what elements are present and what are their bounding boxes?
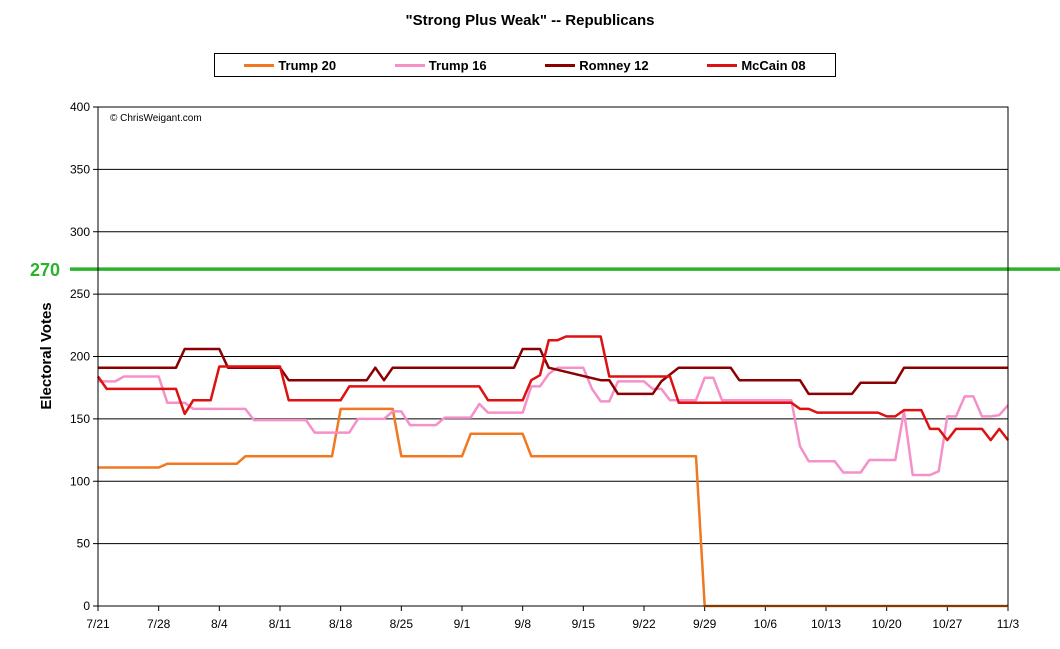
- x-tick-label: 10/13: [811, 617, 841, 631]
- series-lines: [96, 335, 1009, 608]
- legend-label: Trump 16: [428, 57, 487, 73]
- series-line-trump-16: [98, 366, 1009, 477]
- chart-title: "Strong Plus Weak" -- Republicans: [405, 12, 655, 29]
- legend-item-mccain-08: McCain 08: [707, 57, 806, 73]
- legend-label: Trump 20: [278, 57, 337, 73]
- y-tick-label: 50: [77, 537, 91, 551]
- y-tick-label: 350: [70, 162, 90, 176]
- y-tick-label: 0: [83, 599, 90, 613]
- x-tick-label: 9/1: [454, 617, 471, 631]
- legend: Trump 20 Trump 16 Romney 12 McCain 08: [214, 53, 836, 77]
- x-tick-label: 10/20: [872, 617, 902, 631]
- plot-border: [97, 106, 1009, 607]
- x-tick-label: 9/8: [514, 617, 531, 631]
- y-tick-label: 400: [70, 100, 90, 114]
- legend-label: McCain 08: [741, 57, 806, 73]
- watermark: © ChrisWeigant.com: [110, 113, 202, 124]
- legend-swatch: [545, 63, 576, 67]
- x-tick-label: 9/29: [693, 617, 717, 631]
- y-tick-label: 100: [70, 474, 90, 488]
- x-tick-label: 7/21: [86, 617, 110, 631]
- legend-item-trump-16: Trump 16: [394, 57, 487, 73]
- y-tick-label: 150: [70, 412, 90, 426]
- series-line-mccain-08: [96, 335, 1009, 442]
- legend-swatch: [244, 63, 275, 67]
- x-tick-label: 7/28: [147, 617, 171, 631]
- x-tick-label: 10/6: [754, 617, 778, 631]
- x-tick-label: 8/11: [269, 617, 292, 631]
- y-tick-labels: 0 50 100 150 200 250 300 350 400: [70, 100, 90, 613]
- x-tick-label: 8/18: [329, 617, 353, 631]
- y-tick-label: 300: [70, 225, 90, 239]
- series-line-trump-20: [98, 407, 1008, 608]
- reference-line-270: 270: [30, 260, 1060, 280]
- legend-item-trump-20: Trump 20: [244, 58, 336, 73]
- x-tick-label: 8/25: [390, 617, 414, 631]
- y-tick-label: 250: [70, 287, 90, 301]
- legend-swatch: [394, 63, 425, 67]
- legend-swatch: [707, 63, 738, 67]
- x-tick-label: 9/22: [632, 617, 656, 631]
- gridlines: [93, 106, 1009, 611]
- x-tick-label: 9/15: [572, 617, 596, 631]
- legend-label: Romney 12: [579, 57, 649, 73]
- x-tick-label: 11/3: [997, 617, 1020, 631]
- x-tick-label: 10/27: [932, 617, 962, 631]
- y-axis-label: Electoral Votes: [38, 302, 55, 409]
- y-tick-label: 200: [70, 350, 90, 364]
- x-tick-label: 8/4: [211, 617, 228, 631]
- legend-item-romney-12: Romney 12: [545, 57, 649, 73]
- reference-line-label: 270: [30, 260, 60, 280]
- x-tick-labels: 7/21 7/28 8/4 8/11 8/18 8/25 9/1 9/8 9/15 9/22 9/2…: [86, 617, 1019, 631]
